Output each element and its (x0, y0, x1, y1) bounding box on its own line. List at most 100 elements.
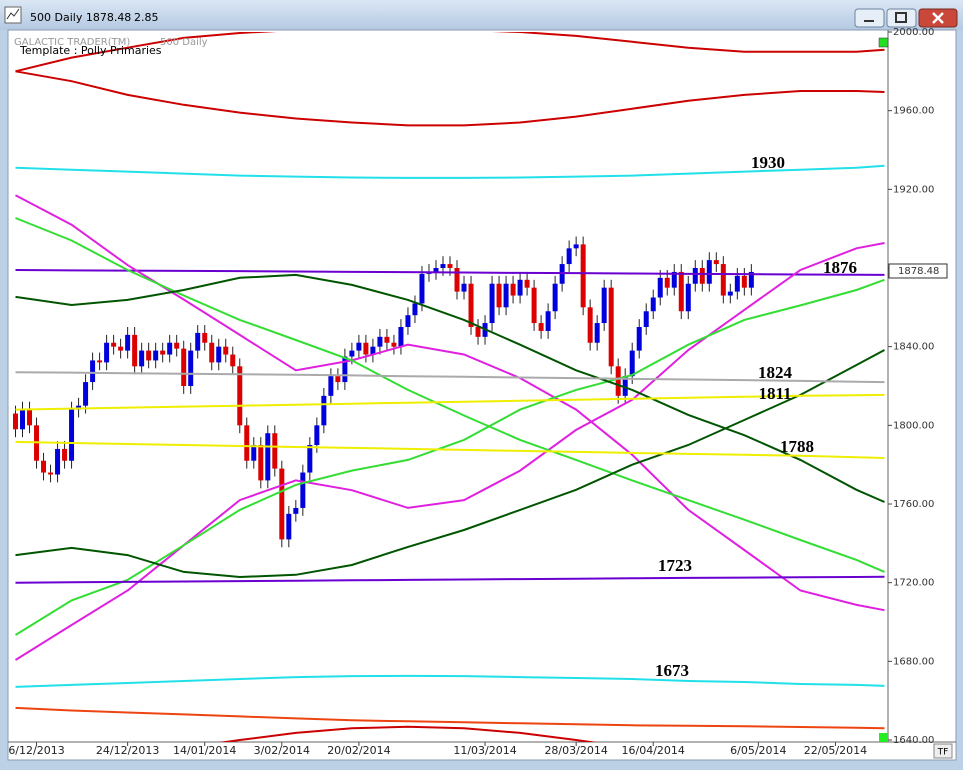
title-bar (0, 0, 963, 30)
candle-body (384, 336, 390, 343)
candle-body (118, 346, 124, 351)
x-tick-label: 24/12/2013 (96, 744, 159, 757)
candle-body (461, 283, 467, 292)
level-line (15, 440, 885, 459)
tf-button[interactable] (933, 743, 953, 759)
candle-body (538, 323, 544, 331)
x-tick-label: 22/05/2014 (804, 744, 867, 757)
candle-body (335, 376, 341, 383)
candle-body (125, 334, 131, 351)
level-annotation: 1673 (655, 661, 689, 680)
level-line (15, 32, 885, 73)
y-tick-label: 1680.00 (893, 656, 934, 667)
last-price-box (888, 263, 948, 279)
level-line (14, 278, 885, 636)
candle-body (580, 244, 586, 308)
candle-body (692, 268, 698, 284)
level-annotation: 1811 (758, 384, 791, 403)
candle-body (181, 348, 187, 386)
candle-body (433, 268, 439, 272)
candle-body (104, 342, 110, 363)
candle-body (48, 472, 54, 475)
candle-body (713, 260, 719, 265)
x-tick-label: 14/01/2014 (173, 744, 236, 757)
candle-body (286, 513, 292, 540)
candle-body (293, 507, 299, 514)
candle-body (55, 448, 61, 475)
candle-body (209, 342, 215, 363)
candle-body (146, 350, 152, 361)
template-label: Template : Polly Primaries (19, 44, 162, 57)
candle-body (475, 327, 481, 337)
candle-body (62, 448, 68, 461)
candle-body (741, 275, 747, 288)
tf-label: TF (937, 748, 949, 758)
candle-body (111, 342, 117, 347)
window-title: 500 Daily 1878.48 (30, 11, 131, 24)
y-tick-label: 1760.00 (893, 499, 934, 510)
y-tick-label: 1720.00 (893, 578, 934, 589)
candle-body (188, 350, 194, 386)
candle-body (391, 342, 397, 347)
candle-body (265, 433, 271, 481)
plot-area (13, 32, 885, 742)
candle-body (349, 350, 355, 357)
y-tick-label: 1920.00 (893, 184, 934, 195)
candle-body (244, 425, 250, 461)
x-tick-label: 3/02/2014 (254, 744, 310, 757)
watermark: GALACTIC TRADER(TM) (14, 37, 130, 48)
candle-body (664, 277, 670, 288)
x-tick-label: 20/02/2014 (327, 744, 390, 757)
candle-body (13, 413, 19, 430)
y-tick-label: 2000.00 (893, 27, 934, 38)
restore-button[interactable] (886, 8, 917, 28)
level-line (15, 575, 885, 584)
minimize-glyph (864, 20, 874, 22)
minimize-button[interactable] (854, 8, 885, 28)
candle-body (685, 283, 691, 312)
x-tick-label: 16/04/2014 (622, 744, 685, 757)
level-line (15, 674, 885, 688)
candle-body (636, 327, 642, 351)
candle-body (300, 472, 306, 508)
candle-body (167, 342, 173, 355)
candle-body (237, 366, 243, 426)
candle-body (41, 460, 47, 473)
candle-body (356, 342, 362, 351)
level-line (15, 217, 885, 573)
candle-body (370, 346, 376, 355)
candle-body (272, 433, 278, 469)
candle-body (671, 271, 677, 288)
close-glyph (932, 12, 944, 24)
candle-body (566, 248, 572, 265)
level-line (14, 242, 885, 661)
candle-body (132, 334, 138, 367)
candle-body (678, 271, 684, 312)
level-line (15, 349, 885, 579)
candle-body (594, 323, 600, 343)
y-tick-label: 1800.00 (893, 420, 934, 431)
indicator-top[interactable] (878, 37, 889, 48)
candle-body (552, 283, 558, 312)
candle-body (223, 346, 229, 355)
change-value: 2.85 (134, 11, 159, 24)
candle-body (321, 395, 327, 426)
candle-body (545, 311, 551, 331)
candle-body (643, 311, 649, 327)
candle-body (601, 287, 607, 324)
level-line (218, 725, 598, 742)
candle-body (398, 327, 404, 347)
level-line (15, 273, 885, 503)
candle-body (202, 332, 208, 343)
candle-body (629, 350, 635, 377)
x-tick-label: 6/12/2013 (8, 744, 64, 757)
candle-body (734, 275, 740, 292)
candle-body (510, 283, 516, 296)
y-tick-label: 1840.00 (893, 342, 934, 353)
candle-body (496, 283, 502, 308)
candle-body (447, 264, 453, 268)
candle-body (328, 376, 334, 396)
indicator-bottom[interactable] (879, 733, 888, 742)
candle-body (727, 291, 733, 296)
